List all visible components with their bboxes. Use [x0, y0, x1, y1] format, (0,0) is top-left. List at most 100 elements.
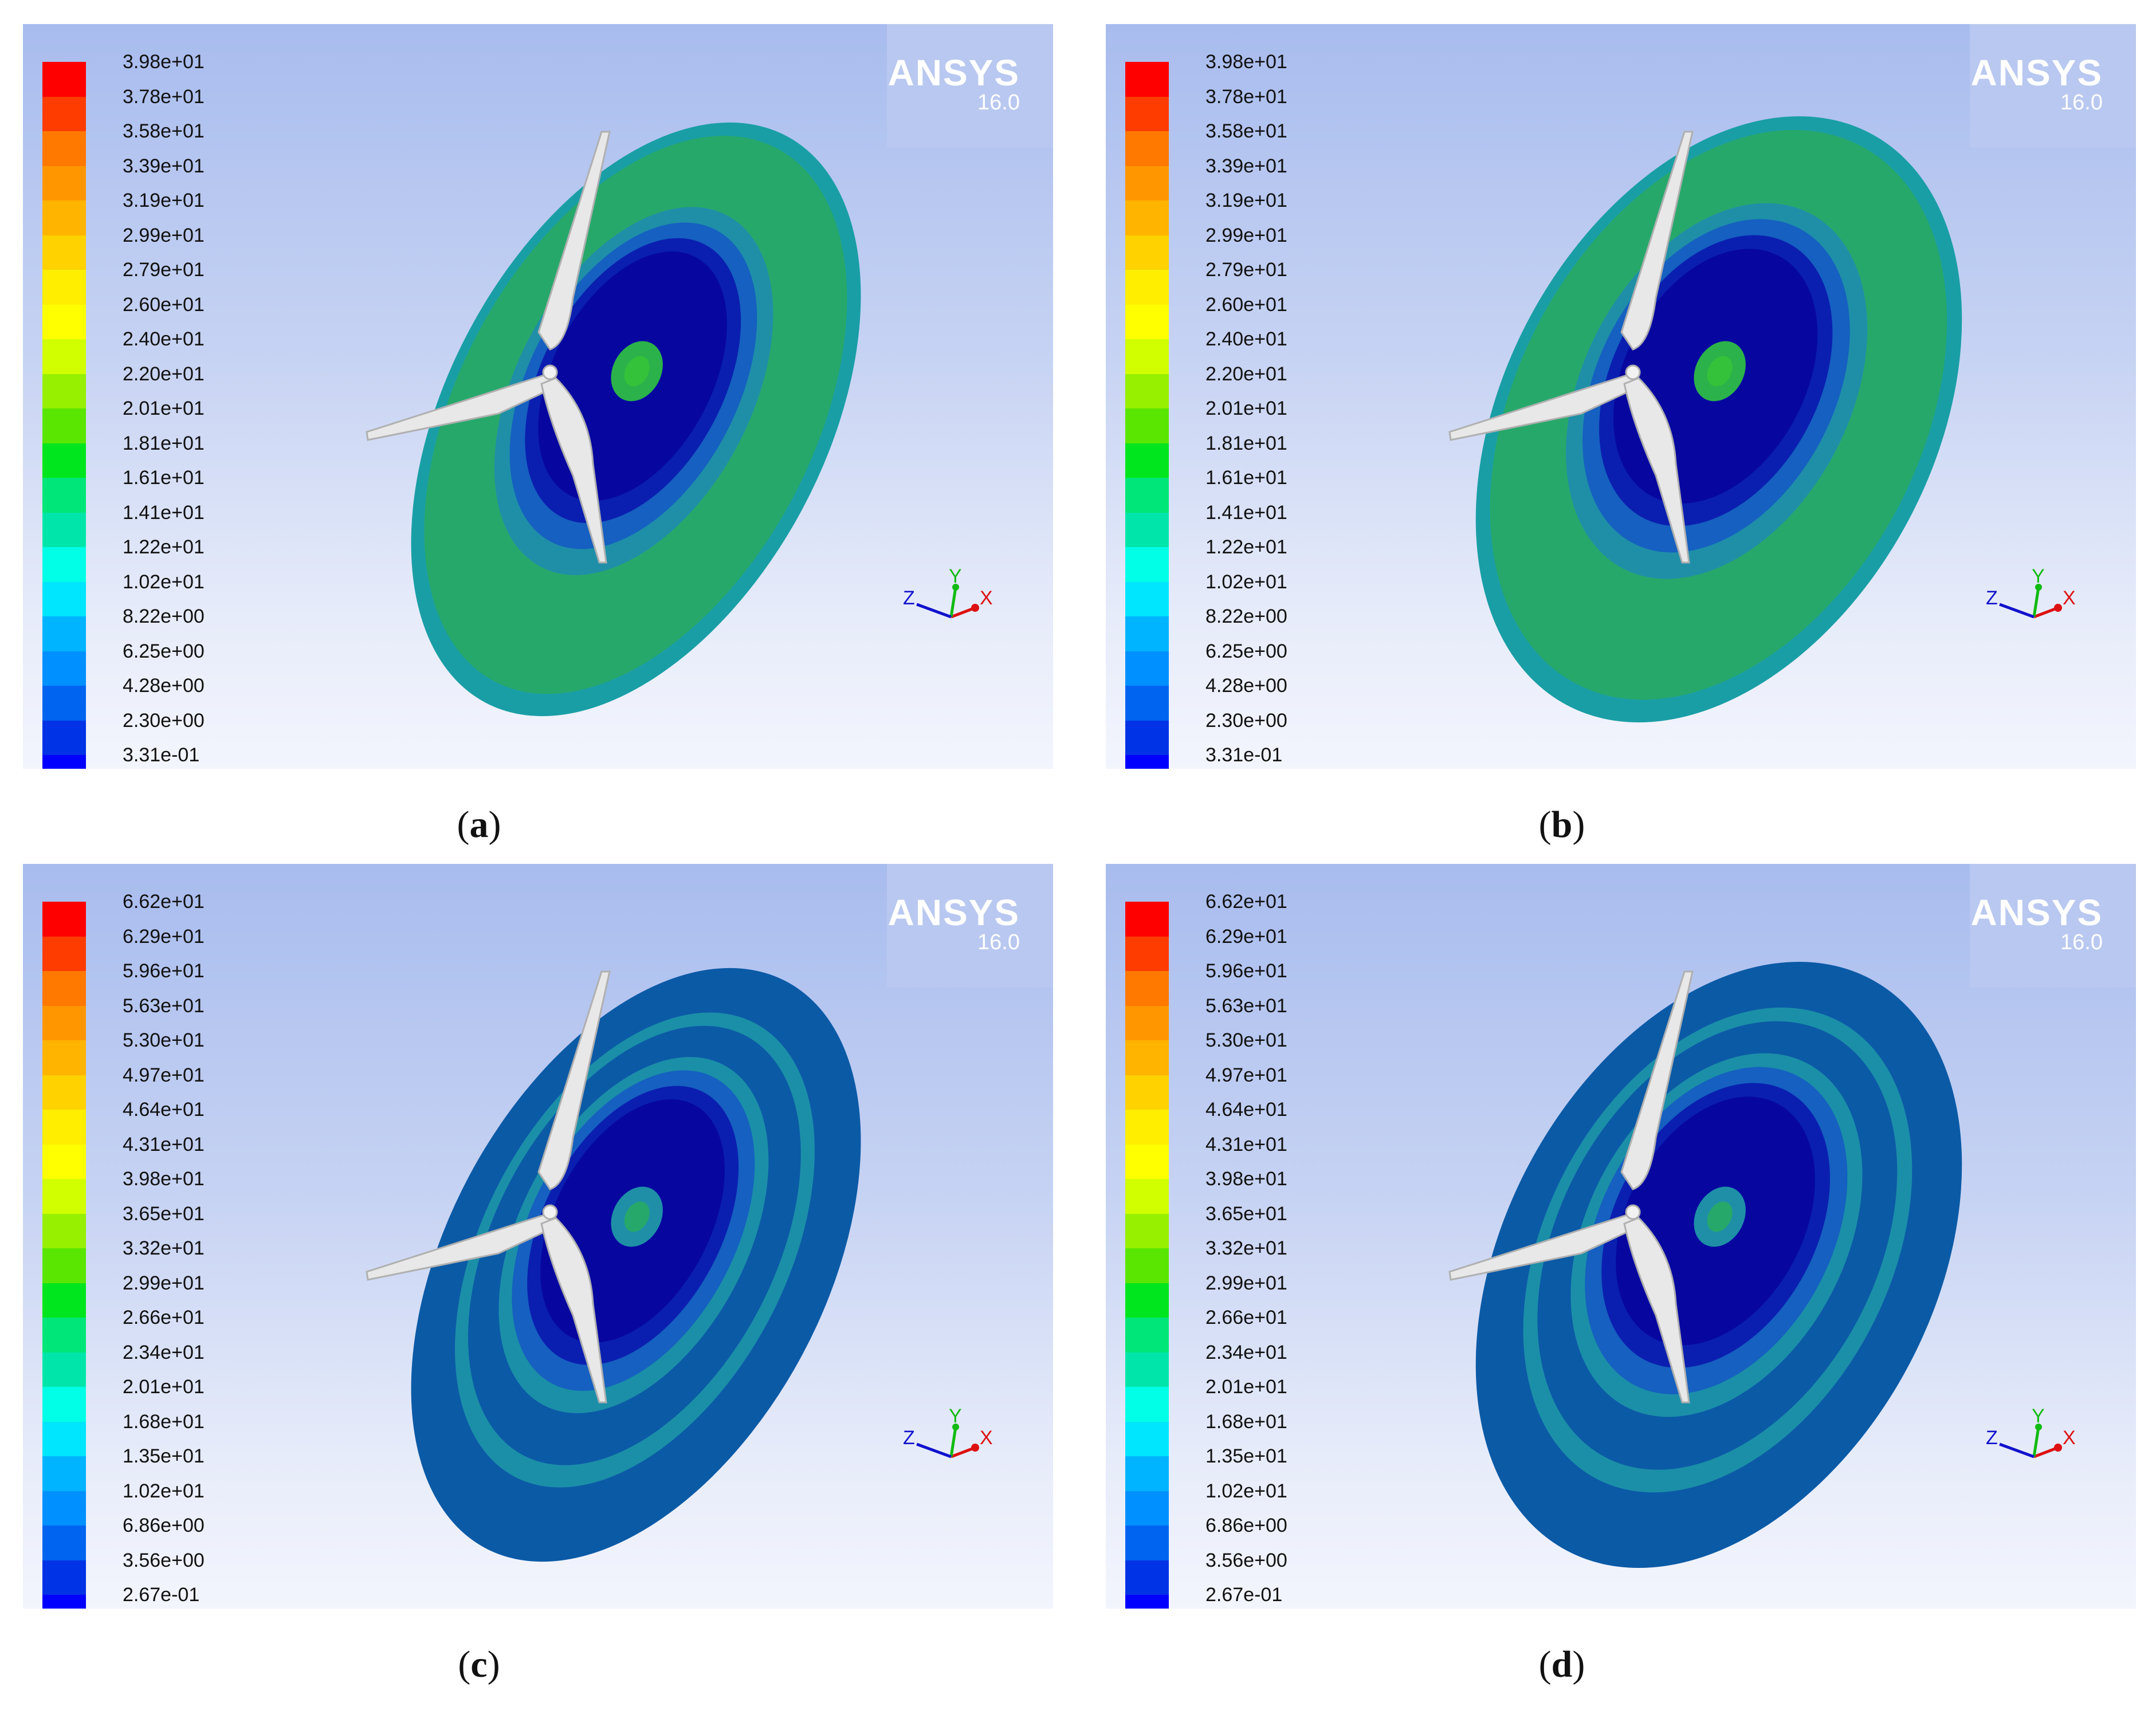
legend-swatch	[42, 1421, 86, 1457]
legend-value: 4.97e+01	[123, 1064, 205, 1086]
legend-value: 1.81e+01	[1205, 432, 1287, 454]
turbine-blades	[1448, 970, 1694, 1403]
legend-swatch	[1125, 755, 1169, 769]
legend-swatch	[1125, 581, 1169, 617]
legend-value: 3.65e+01	[123, 1202, 205, 1225]
legend-value: 2.01e+01	[1205, 398, 1287, 419]
color-legend: 3.98e+01 3.78e+01 3.58e+01 3.39e+01 3.19e+01…	[1125, 51, 1287, 769]
legend-value: 2.79e+01	[1205, 259, 1287, 281]
contour-disc	[1475, 116, 1962, 723]
legend-swatch	[42, 1144, 86, 1180]
legend-swatch	[42, 1110, 86, 1145]
legend-value: 2.99e+01	[123, 224, 205, 246]
legend-value: 2.60e+01	[123, 293, 205, 316]
axis-label-x: X	[980, 587, 993, 609]
legend-swatch	[42, 200, 86, 235]
axis-label-z: Z	[1986, 587, 1998, 609]
legend-swatch	[42, 1456, 86, 1491]
legend-value: 1.68e+01	[123, 1410, 205, 1433]
legend-swatch	[1125, 1005, 1169, 1041]
legend-value: 3.39e+01	[1205, 155, 1287, 177]
panel-caption-letter: d	[1551, 1644, 1573, 1685]
legend-value: 2.20e+01	[123, 363, 205, 385]
legend-swatch	[1125, 478, 1169, 513]
contour-disc	[1475, 961, 1962, 1568]
legend-swatch	[1125, 1491, 1169, 1526]
legend-swatch	[42, 755, 86, 769]
legend-swatch	[1125, 720, 1169, 756]
turbine-blades	[366, 131, 611, 564]
legend-swatch	[1125, 1560, 1169, 1595]
legend-swatch	[42, 1318, 86, 1353]
legend-swatch	[42, 1040, 86, 1075]
axis-label-z: Z	[903, 587, 915, 609]
legend-value: 1.35e+01	[123, 1445, 205, 1467]
contour-panel-a: X Y Z 3.98e+01 3.78e+01 3.58e+01 3.39e+01 3.19e…	[23, 24, 1053, 769]
legend-swatch	[42, 971, 86, 1006]
axis-label-z: Z	[903, 1427, 915, 1449]
panel-caption-letter: a	[469, 804, 489, 846]
contour-panel-c: X Y Z 6.62e+01 6.29e+01 5.96e+01 5.63e+01 5.30e…	[23, 864, 1053, 1609]
panel-caption-letter: c	[470, 1644, 488, 1685]
legend-swatch	[1125, 166, 1169, 201]
axis-label-y: Y	[2032, 565, 2045, 587]
legend-swatch	[42, 1248, 86, 1283]
legend-value: 3.19e+01	[1205, 190, 1287, 211]
legend-value: 5.30e+01	[123, 1029, 205, 1051]
legend-value: 4.97e+01	[1205, 1064, 1287, 1086]
legend-value: 5.63e+01	[1205, 994, 1287, 1017]
software-version: 16.0	[977, 91, 1020, 115]
legend-value: 1.61e+01	[1205, 467, 1287, 489]
legend-swatch	[1125, 200, 1169, 235]
legend-value: 5.63e+01	[123, 994, 205, 1017]
legend-value: 2.34e+01	[1205, 1341, 1287, 1363]
legend-swatch	[42, 166, 86, 201]
legend-swatch	[1125, 1283, 1169, 1318]
legend-value: 1.35e+01	[1205, 1445, 1287, 1467]
legend-value: 8.22e+00	[123, 606, 205, 627]
software-badge: ANSYS 16.0	[1970, 864, 2136, 988]
brand-name: ANSYS	[1970, 892, 2103, 933]
legend-swatch	[42, 686, 86, 721]
legend-swatch	[1125, 1387, 1169, 1422]
contour-disc	[411, 122, 861, 717]
legend-swatch	[1125, 304, 1169, 340]
legend-value: 3.39e+01	[123, 155, 205, 177]
contour-panel-b: X Y Z 3.98e+01 3.78e+01 3.58e+01 3.39e+01 3.19e…	[1106, 24, 2136, 769]
legend-value: 1.02e+01	[123, 571, 205, 593]
axis-triad: XY Z	[903, 565, 993, 619]
rotor-plane-contour: XY Z	[1448, 116, 2076, 723]
legend-swatch	[1125, 902, 1169, 937]
rotor-plane-contour: XY Z	[366, 122, 993, 717]
software-badge: ANSYS 16.0	[887, 24, 1053, 148]
panel-caption: (d)	[1538, 1644, 1585, 1685]
legend-value: 6.29e+01	[123, 925, 205, 948]
legend-value: 2.67e-01	[123, 1584, 200, 1606]
contour-disc	[411, 968, 861, 1562]
legend-value: 4.28e+00	[123, 675, 205, 697]
legend-value: 3.98e+01	[1205, 1168, 1287, 1190]
legend-swatch	[42, 1526, 86, 1560]
legend-value: 6.62e+01	[1205, 891, 1287, 913]
legend-value: 2.01e+01	[1205, 1376, 1287, 1398]
legend-swatch	[1125, 270, 1169, 305]
legend-swatch	[1125, 339, 1169, 374]
software-badge: ANSYS 16.0	[887, 864, 1053, 988]
legend-swatch	[1125, 62, 1169, 97]
legend-swatch	[42, 304, 86, 340]
legend-swatch	[42, 616, 86, 651]
legend-swatch	[1125, 1040, 1169, 1075]
legend-swatch	[42, 408, 86, 443]
legend-swatch	[1125, 235, 1169, 270]
legend-value: 3.32e+01	[1205, 1237, 1287, 1259]
software-version: 16.0	[977, 930, 1020, 954]
legend-swatch	[1125, 131, 1169, 166]
legend-value: 2.99e+01	[123, 1272, 205, 1294]
legend-swatch	[42, 62, 86, 97]
legend-value: 2.66e+01	[1205, 1307, 1287, 1328]
legend-value: 2.30e+00	[123, 709, 205, 732]
legend-value: 4.64e+01	[1205, 1099, 1287, 1121]
panel-caption-letter: b	[1551, 804, 1573, 846]
legend-swatch	[1125, 936, 1169, 972]
legend-swatch	[42, 1352, 86, 1387]
